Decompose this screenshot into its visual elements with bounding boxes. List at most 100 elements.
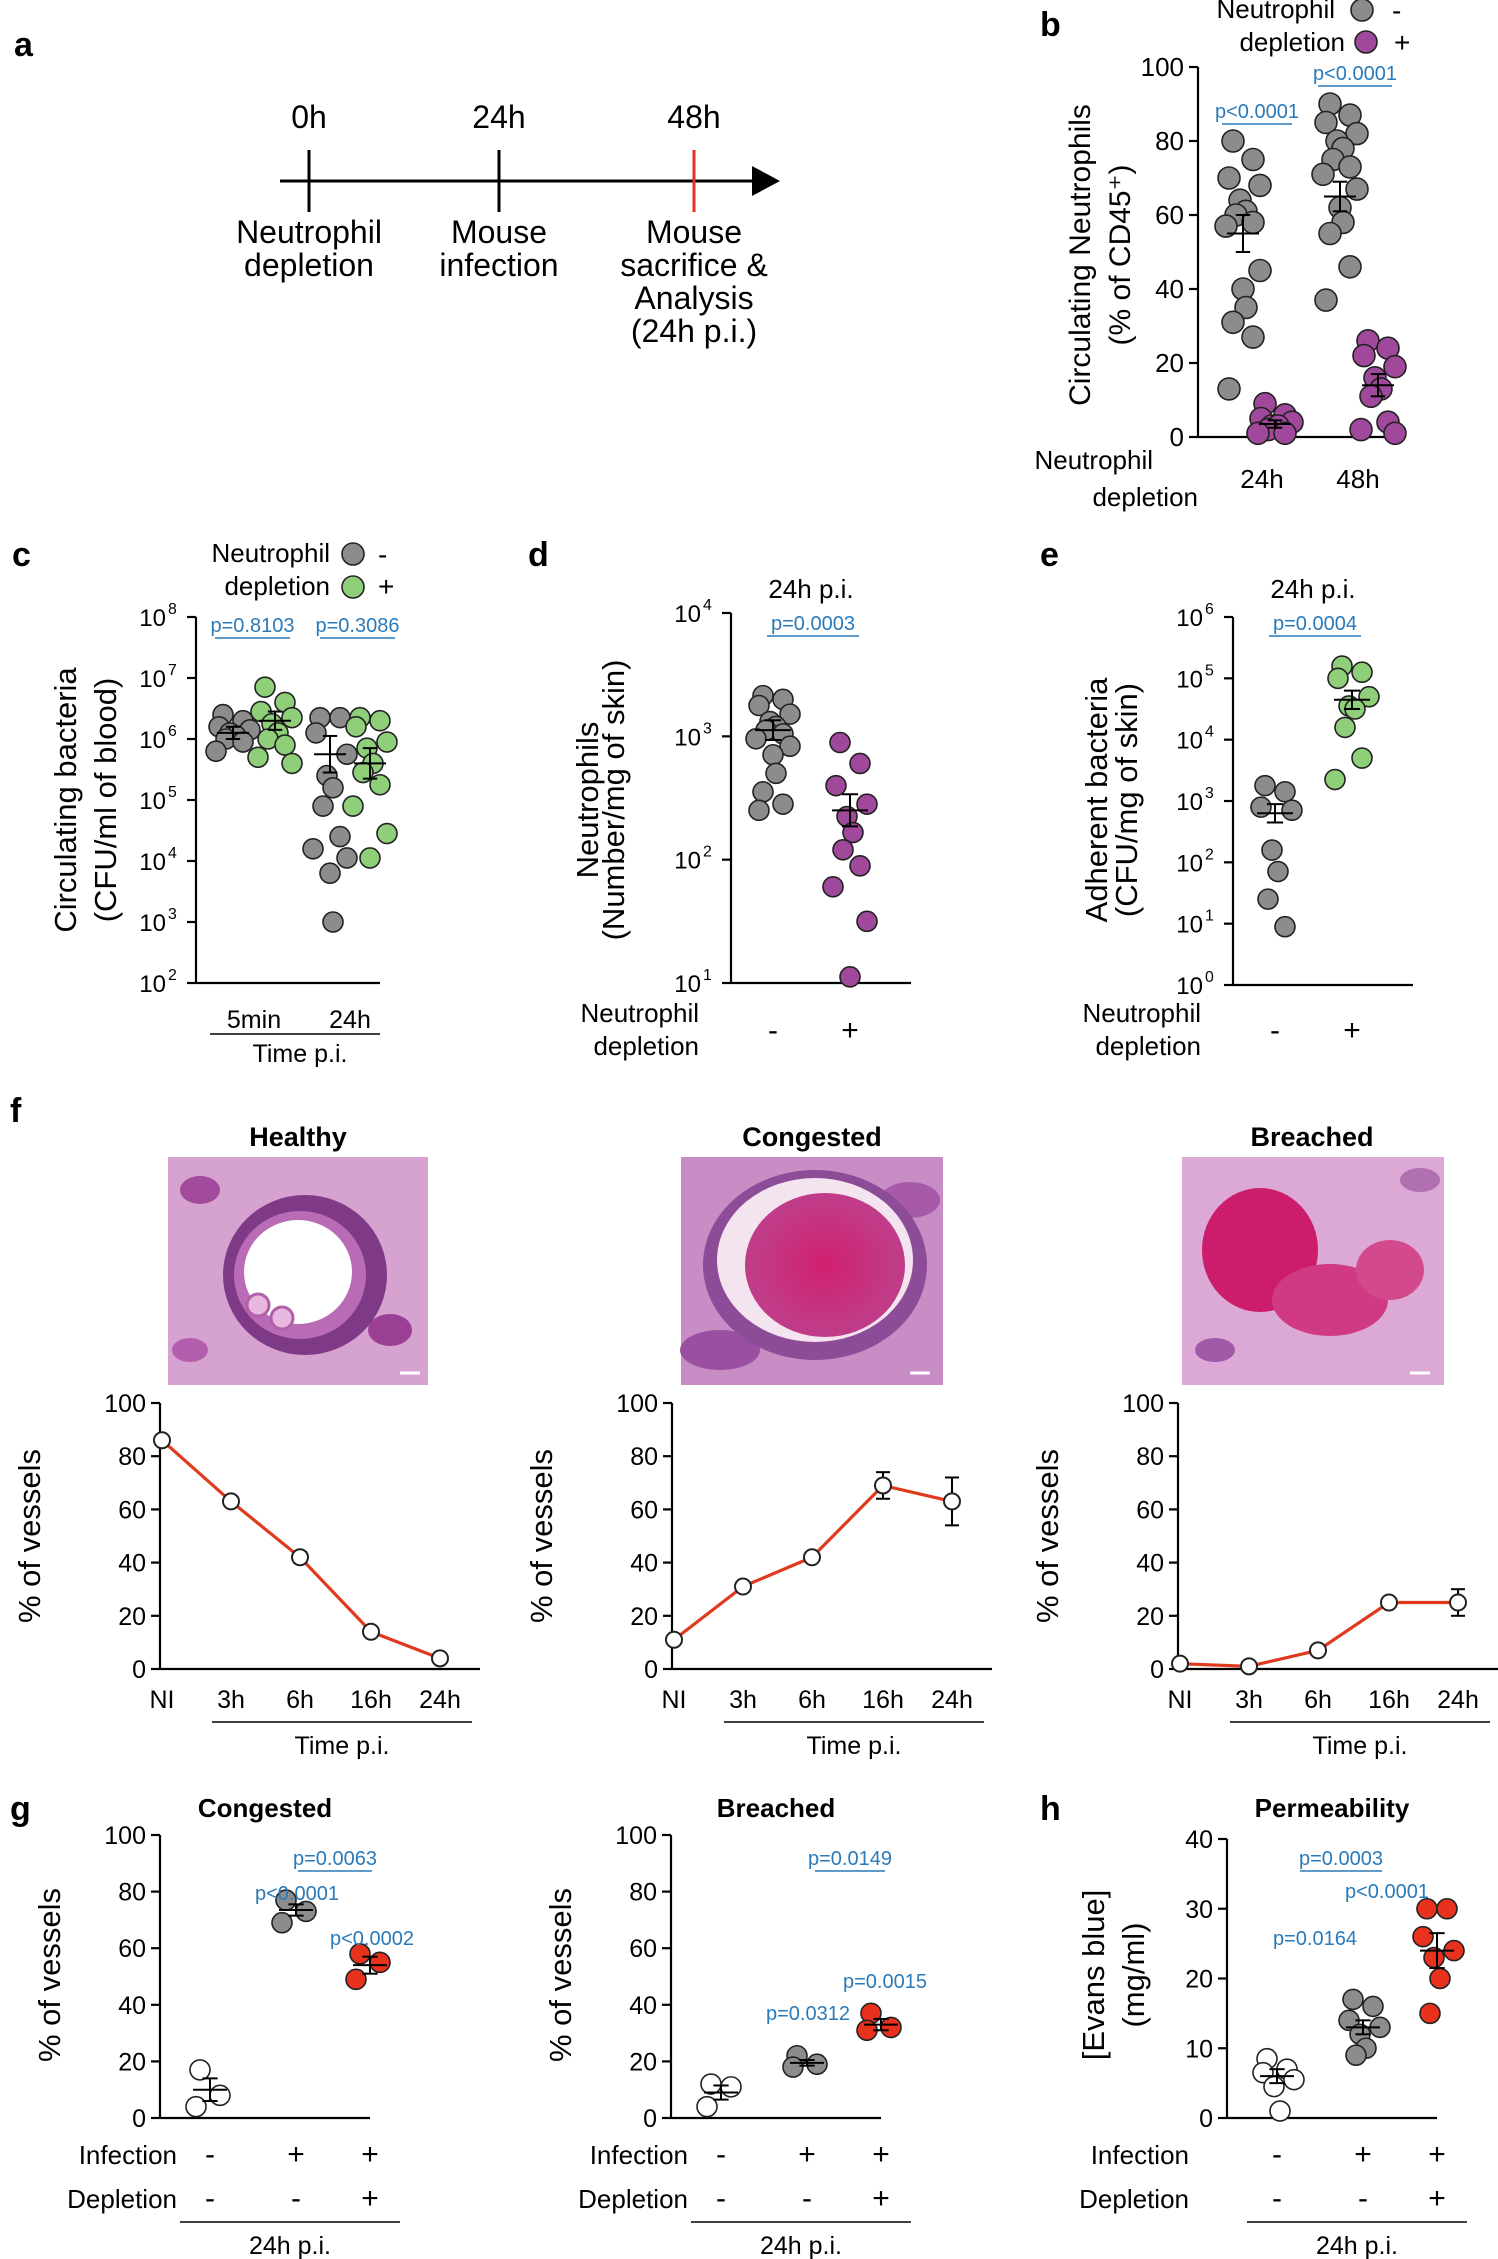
timeline-event-label: Analysis [634, 280, 753, 316]
y-tick-exponent: 6 [168, 723, 177, 740]
legend-title: depletion [224, 571, 330, 601]
data-point [874, 1476, 892, 1495]
data-point [1436, 1897, 1458, 1920]
data-point [822, 875, 844, 898]
timeline-event-label: depletion [244, 247, 374, 283]
data-point [839, 966, 861, 988]
chart-title: Congested [198, 1793, 332, 1823]
data-point [1267, 860, 1289, 883]
y-tick-label: 100 [1122, 1390, 1164, 1418]
timeline: 0h 24h 48h Neutrophil depletion Mouse in… [236, 99, 780, 349]
data-point [734, 1577, 752, 1596]
row-sign: - [716, 2138, 726, 2171]
data-point [271, 1911, 293, 1934]
panel-letter-g: g [10, 1790, 31, 1828]
row-sign: + [872, 2182, 890, 2215]
x-axis-title: Time p.i. [807, 1732, 902, 1760]
data-point [254, 676, 276, 698]
panel-letter-h: h [1040, 1790, 1061, 1828]
timeline-arrowhead [752, 166, 780, 196]
micrograph-title-healthy: Healthy [249, 1122, 347, 1152]
x-tick-label: 3h [217, 1686, 245, 1714]
data-point [1248, 173, 1272, 198]
data-point [1274, 915, 1296, 938]
data-point [281, 752, 303, 775]
y-tick-label: 10 [1176, 728, 1203, 755]
data-point [779, 703, 801, 725]
y-tick-label: 80 [1155, 126, 1184, 156]
data-point [1338, 254, 1362, 279]
p-value: p<0.0002 [330, 1928, 414, 1950]
x-tick-label: - [768, 1014, 778, 1047]
data-point [247, 746, 269, 769]
row-label: depletion [593, 1031, 699, 1061]
data-point [748, 799, 770, 822]
data-point [1283, 2068, 1305, 2091]
data-point [153, 1431, 171, 1450]
p-value: p=0.0003 [771, 613, 855, 635]
x-tick-label: 16h [350, 1686, 392, 1714]
legend-sign: - [378, 539, 387, 570]
y-axis-title: [Evans blue] [1076, 1890, 1111, 2061]
y-tick-label: 60 [1136, 1496, 1164, 1524]
y-tick-label: 10 [674, 971, 701, 998]
y-tick-label: 60 [118, 1496, 146, 1524]
data-point [1269, 2100, 1291, 2122]
data-point [1246, 421, 1270, 446]
data-point [205, 740, 227, 763]
data-point [1324, 768, 1346, 791]
y-tick-exponent: 2 [703, 844, 712, 861]
row-sign: + [287, 2138, 305, 2171]
data-point [376, 731, 398, 753]
row-label: Depletion [1079, 2184, 1189, 2214]
y-tick-exponent: 2 [1205, 846, 1214, 863]
y-tick-exponent: 1 [703, 967, 712, 984]
data-point [806, 2053, 828, 2076]
row-sign: + [1428, 2182, 1446, 2215]
data-point [1351, 661, 1373, 684]
x-axis-title: 24h p.i. [249, 2232, 331, 2259]
data-point [1217, 377, 1241, 401]
legend-swatch [1354, 30, 1378, 54]
x-tick-label: - [1270, 1014, 1280, 1047]
timeline-time-24h: 24h [472, 99, 525, 135]
data-point [1349, 417, 1373, 442]
y-tick-exponent: 6 [1205, 601, 1214, 618]
legend-title: depletion [1239, 27, 1345, 57]
data-point [803, 1548, 821, 1567]
data-point [1412, 1925, 1434, 1948]
y-axis-title: Circulating Neutrophils [1064, 104, 1097, 406]
timeline-event-label: infection [439, 247, 558, 283]
data-point [1250, 796, 1272, 818]
y-tick-label: 10 [139, 605, 166, 632]
y-tick-label: 80 [1136, 1443, 1164, 1471]
data-point [349, 1943, 371, 1965]
y-tick-exponent: 3 [1205, 785, 1214, 802]
data-point [322, 776, 344, 799]
data-point [1380, 1593, 1398, 1612]
y-tick-label: 60 [1155, 200, 1184, 230]
data-point [291, 1548, 309, 1567]
data-point [665, 1630, 683, 1649]
data-point [772, 793, 794, 815]
y-tick-label: 100 [616, 1390, 658, 1418]
x-tick-label: + [841, 1014, 859, 1047]
data-point [362, 1622, 380, 1641]
chart-title: 24h p.i. [768, 574, 853, 604]
y-tick-label: 10 [674, 724, 701, 751]
timeline-time-0h: 0h [291, 99, 327, 135]
data-point [825, 774, 847, 797]
y-tick-exponent: 7 [168, 662, 177, 679]
x-tick-label: 24h [329, 1006, 371, 1034]
x-tick-label: NI [1168, 1686, 1193, 1714]
timeline-event-label: Neutrophil [236, 214, 382, 250]
panel-letter-d: d [528, 536, 549, 574]
data-point [431, 1649, 449, 1668]
y-tick-label: 20 [1185, 1966, 1213, 1994]
y-tick-label: 10 [139, 910, 166, 937]
y-tick-label: 0 [643, 2105, 657, 2133]
x-tick-label: 24h [419, 1686, 461, 1714]
y-axis-title: % of vessels [32, 1888, 67, 2062]
x-tick-label: 6h [286, 1686, 314, 1714]
